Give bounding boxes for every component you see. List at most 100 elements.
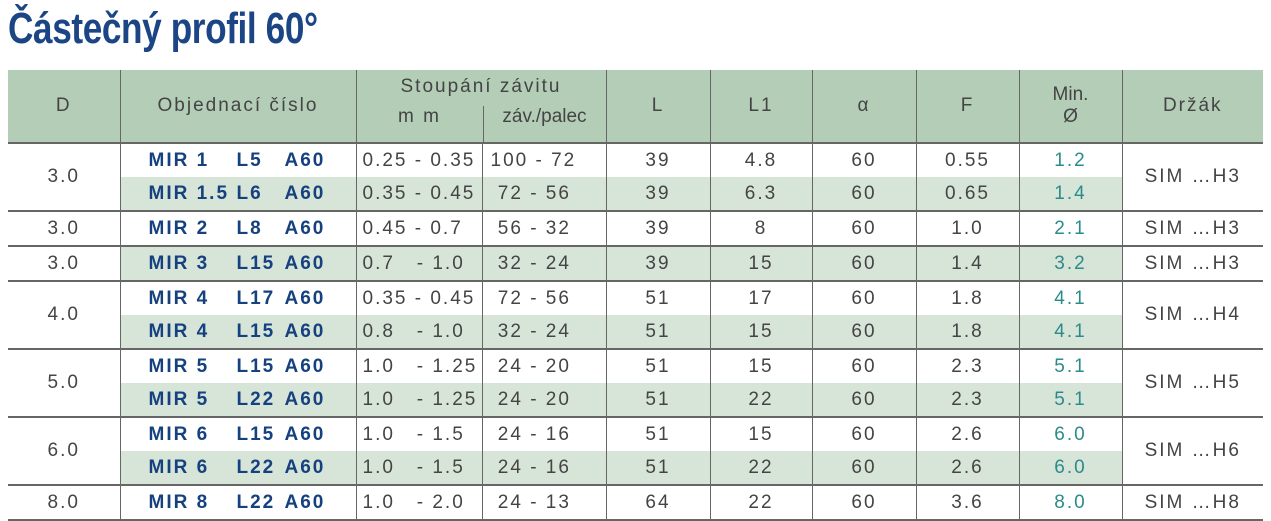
order-number-part: MIR 5 bbox=[148, 355, 210, 377]
angle-cell: 60 bbox=[811, 210, 916, 246]
length-cell: 51 bbox=[605, 315, 710, 349]
pitch-mm-cell: 0.35 - 0.45 bbox=[355, 177, 482, 211]
length-cell: 39 bbox=[605, 177, 710, 211]
angle-cell: 60 bbox=[811, 451, 916, 485]
length-cell: 39 bbox=[605, 142, 710, 177]
angle-cell: 60 bbox=[811, 315, 916, 349]
order-number-part: L22 bbox=[236, 491, 276, 513]
order-number-part: A60 bbox=[284, 423, 326, 445]
table-row: 4.0 MIR 4 L17 A60 0.35 - 0.45 72 - 56 51 17 60 1… bbox=[8, 280, 1263, 349]
order-number-part: L8 bbox=[236, 217, 263, 239]
length-l1-cell: 6.3 bbox=[709, 177, 812, 211]
order-number-part: L15 bbox=[236, 423, 276, 445]
min-diameter-cell: 6.0 bbox=[1018, 416, 1122, 451]
min-diameter-cell: 1.2 bbox=[1018, 142, 1122, 177]
order-number-cell: MIR 5 L15 A60 bbox=[119, 348, 356, 383]
length-cell: 51 bbox=[605, 348, 710, 383]
table-row: 8.0 MIR 8 L22 A60 1.0 - 2.0 24 - 13 64 22 60 3.6… bbox=[8, 484, 1263, 521]
length-cell: 64 bbox=[605, 484, 710, 521]
pitch-mm-cell: 1.0 - 1.5 bbox=[355, 416, 482, 451]
order-number-part: A60 bbox=[284, 287, 326, 309]
order-number-part: MIR 8 bbox=[148, 491, 210, 513]
length-l1-cell: 15 bbox=[709, 348, 812, 383]
diameter-cell: 8.0 bbox=[8, 484, 120, 521]
table-row: MIR 5 L22 A60 1.0 - 1.25 24 - 20 51 22 60 2.3 5.… bbox=[8, 383, 1263, 417]
holder-cell: SIM …H6 bbox=[1121, 416, 1263, 485]
order-number-cell: MIR 4 L17 A60 bbox=[119, 280, 356, 315]
holder-cell: SIM …H3 bbox=[1121, 210, 1263, 246]
angle-cell: 60 bbox=[811, 245, 916, 281]
order-number-part: MIR 6 bbox=[148, 423, 210, 445]
diameter-cell: 6.0 bbox=[8, 416, 120, 485]
pitch-mm-cell: 0.25 - 0.35 bbox=[355, 142, 482, 177]
f-cell: 1.0 bbox=[915, 210, 1019, 246]
order-number-part: MIR 6 bbox=[148, 456, 210, 478]
holder-cell: SIM …H4 bbox=[1121, 280, 1263, 349]
length-l1-cell: 4.8 bbox=[709, 142, 812, 177]
f-cell: 2.3 bbox=[915, 348, 1019, 383]
pitch-mm-cell: 0.45 - 0.7 bbox=[355, 210, 482, 246]
table-row: 3.0 MIR 3 L15 A60 0.7 - 1.0 32 - 24 39 15 60 1.4… bbox=[8, 245, 1263, 281]
header-f: F bbox=[915, 70, 1019, 143]
header-min-label: Min. bbox=[1052, 84, 1089, 105]
f-cell: 0.55 bbox=[915, 142, 1019, 177]
pitch-tpi-cell: 24 - 20 bbox=[481, 383, 606, 417]
holder-cell: SIM …H3 bbox=[1121, 245, 1263, 281]
holder-cell: SIM …H8 bbox=[1121, 484, 1263, 521]
order-number-part: MIR 4 bbox=[148, 287, 210, 309]
length-cell: 51 bbox=[605, 383, 710, 417]
order-number-cell: MIR 2 L8 A60 bbox=[119, 210, 356, 246]
order-number-cell: MIR 1 L5 A60 bbox=[119, 142, 356, 177]
table-row: 6.0 MIR 6 L15 A60 1.0 - 1.5 24 - 16 51 15 60 2.6… bbox=[8, 416, 1263, 485]
holder-cell: SIM …H3 bbox=[1121, 142, 1263, 211]
header-diameter-symbol: Ø bbox=[1063, 106, 1078, 127]
table-row: 3.0 MIR 1 L5 A60 0.25 - 0.35 100 - 72 39 4.8 60 0… bbox=[8, 142, 1263, 211]
pitch-tpi-cell: 72 - 56 bbox=[481, 280, 606, 315]
min-diameter-cell: 5.1 bbox=[1018, 348, 1122, 383]
f-cell: 2.3 bbox=[915, 383, 1019, 417]
f-cell: 3.6 bbox=[915, 484, 1019, 521]
table-row: 5.0 MIR 5 L15 A60 1.0 - 1.25 24 - 20 51 15 60 2.… bbox=[8, 348, 1263, 417]
length-cell: 51 bbox=[605, 451, 710, 485]
min-diameter-cell: 6.0 bbox=[1018, 451, 1122, 485]
order-number-part: MIR 4 bbox=[148, 320, 210, 342]
length-l1-cell: 8 bbox=[709, 210, 812, 246]
order-number-part: L22 bbox=[236, 388, 276, 410]
order-number-part: L17 bbox=[236, 287, 276, 309]
table-row: MIR 6 L22 A60 1.0 - 1.5 24 - 16 51 22 60 2.6 6.0 bbox=[8, 451, 1263, 485]
diameter-cell: 3.0 bbox=[8, 210, 120, 246]
f-cell: 1.8 bbox=[915, 315, 1019, 349]
pitch-tpi-cell: 24 - 20 bbox=[481, 348, 606, 383]
length-l1-cell: 15 bbox=[709, 416, 812, 451]
header-divider bbox=[482, 106, 484, 142]
pitch-mm-cell: 0.7 - 1.0 bbox=[355, 245, 482, 281]
diameter-cell: 4.0 bbox=[8, 280, 120, 349]
pitch-tpi-cell: 56 - 32 bbox=[481, 210, 606, 246]
table-row: MIR 4 L15 A60 0.8 - 1.0 32 - 24 51 15 60 1.8 4.1 bbox=[8, 315, 1263, 349]
header-thread-pitch: Stoupání závitu m m záv./palec bbox=[355, 70, 606, 143]
order-number-cell: MIR 1.5 L6 A60 bbox=[119, 177, 356, 211]
table-row: MIR 1.5 L6 A60 0.35 - 0.45 72 - 56 39 6.3 60 0.… bbox=[8, 177, 1263, 211]
f-cell: 2.6 bbox=[915, 451, 1019, 485]
pitch-mm-cell: 1.0 - 1.25 bbox=[355, 383, 482, 417]
header-tpi: záv./palec bbox=[502, 106, 587, 127]
order-number-part: MIR 1.5 bbox=[148, 182, 230, 204]
header-holder: Držák bbox=[1121, 70, 1263, 143]
min-diameter-cell: 1.4 bbox=[1018, 177, 1122, 211]
angle-cell: 60 bbox=[811, 416, 916, 451]
length-cell: 51 bbox=[605, 416, 710, 451]
header-alpha: α bbox=[811, 70, 916, 143]
header-row: D Objednací číslo Stoupání závitu m m zá… bbox=[8, 70, 1263, 143]
order-number-part: MIR 3 bbox=[148, 252, 210, 274]
order-number-part: L15 bbox=[236, 355, 276, 377]
length-l1-cell: 22 bbox=[709, 451, 812, 485]
order-number-part: L15 bbox=[236, 320, 276, 342]
order-number-part: L22 bbox=[236, 456, 276, 478]
order-number-part: A60 bbox=[284, 182, 326, 204]
diameter-cell: 3.0 bbox=[8, 142, 120, 211]
header-d: D bbox=[8, 70, 120, 143]
product-table: D Objednací číslo Stoupání závitu m m zá… bbox=[8, 70, 1263, 521]
length-l1-cell: 15 bbox=[709, 245, 812, 281]
pitch-mm-cell: 0.35 - 0.45 bbox=[355, 280, 482, 315]
order-number-cell: MIR 8 L22 A60 bbox=[119, 484, 356, 521]
